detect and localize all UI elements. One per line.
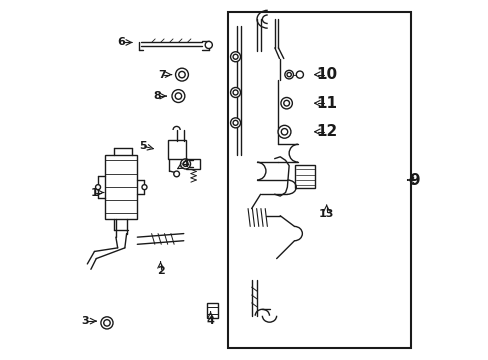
Circle shape	[233, 90, 238, 95]
Text: 9: 9	[408, 172, 419, 188]
Text: 8: 8	[153, 91, 161, 101]
Circle shape	[205, 41, 212, 49]
Circle shape	[281, 129, 287, 135]
Circle shape	[183, 161, 188, 166]
Bar	[295, 165, 314, 188]
Circle shape	[230, 118, 240, 128]
Circle shape	[175, 93, 181, 99]
Text: 6: 6	[117, 37, 125, 48]
Circle shape	[233, 120, 238, 125]
Circle shape	[230, 87, 240, 98]
Circle shape	[175, 68, 188, 81]
Text: 11: 11	[316, 96, 336, 111]
Bar	[167, 140, 185, 159]
Text: 2: 2	[156, 266, 164, 276]
Circle shape	[233, 54, 238, 59]
Text: 13: 13	[318, 209, 334, 219]
Circle shape	[281, 98, 292, 109]
Text: 4: 4	[181, 159, 189, 169]
Circle shape	[230, 52, 240, 62]
Circle shape	[142, 185, 147, 190]
Circle shape	[296, 71, 303, 78]
Bar	[105, 155, 137, 219]
Circle shape	[172, 90, 184, 103]
Circle shape	[180, 159, 190, 169]
Text: 12: 12	[315, 124, 337, 139]
Bar	[228, 12, 410, 348]
Text: 4: 4	[206, 316, 214, 326]
Circle shape	[278, 125, 290, 138]
Circle shape	[283, 100, 289, 106]
Text: 5: 5	[139, 141, 146, 151]
Circle shape	[173, 171, 179, 177]
Circle shape	[179, 71, 185, 78]
Circle shape	[103, 320, 110, 326]
Text: 1: 1	[90, 188, 98, 198]
Text: 10: 10	[315, 67, 337, 82]
Bar	[206, 303, 217, 318]
Circle shape	[286, 72, 291, 77]
Bar	[185, 158, 200, 169]
Circle shape	[285, 70, 293, 79]
Circle shape	[95, 185, 101, 190]
Text: 3: 3	[81, 316, 89, 326]
Text: 7: 7	[158, 69, 166, 80]
Circle shape	[101, 317, 113, 329]
